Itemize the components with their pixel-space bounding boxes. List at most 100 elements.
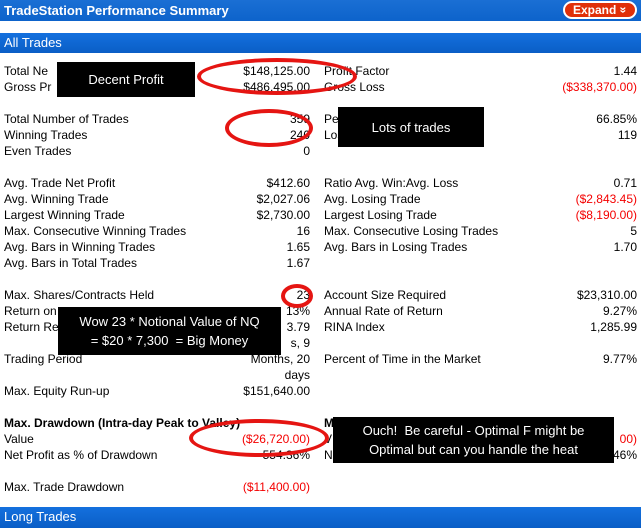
annotation-text: = $20 * 7,300 = Big Money — [90, 333, 249, 348]
row-value-left: ($11,400.00) — [242, 480, 310, 494]
row-label-right — [324, 383, 520, 399]
row-value-right: 1.44 — [613, 64, 637, 78]
row-value-left: ($26,720.00) — [241, 432, 310, 446]
annotation-text: Lots of trades — [371, 119, 451, 135]
row-label-left: Total Number of Trades — [4, 112, 129, 126]
row-value-right: 1,285.99 — [590, 320, 637, 334]
row-label-left: Max. Drawdown (Intra-day Peak to Valley) — [4, 416, 241, 430]
report-body: Total Ne $148,125.00 Profit Factor 1.44 Gros… — [0, 63, 641, 495]
row-value-left: 1.65 — [286, 240, 310, 254]
annotation-text: Ouch! Be careful - Optimal F might be — [362, 423, 585, 438]
row-label-right: Ratio Avg. Win:Avg. Loss — [324, 176, 459, 190]
row-label-left — [4, 367, 206, 383]
report-row: Largest Winning Trade $2,730.00 Largest Lo… — [0, 207, 641, 223]
row-label-left: Value — [4, 432, 34, 446]
row-label-left: Winning Trades — [4, 128, 88, 142]
report-row: s, 9 — [0, 335, 641, 351]
row-label-left: Avg. Bars in Winning Trades — [4, 240, 156, 254]
report-row: Avg. Bars in Winning Trades 1.65 Avg. Bars… — [0, 239, 641, 255]
row-label-right: Percent of Time in the Market — [324, 352, 481, 366]
row-label-right: Avg. Bars in Losing Trades — [324, 240, 468, 254]
row-value-right — [520, 143, 637, 159]
window-title: TradeStation Performance Summary — [4, 3, 229, 18]
annotation-box: Wow 23 * Notional Value of NQ = $20 * 7,3… — [58, 307, 281, 355]
section-header-all-trades: All Trades — [0, 33, 641, 53]
row-value-right: $23,310.00 — [576, 288, 637, 302]
report-row: Return on 13% Annual Rate of Return 9.27% — [0, 303, 641, 319]
row-label-right: Annual Rate of Return — [324, 304, 443, 318]
row-value-left: 554.36% — [262, 448, 310, 462]
spacer-row — [0, 399, 641, 415]
row-label-right: Gross Loss — [324, 80, 385, 94]
row-value-left: $151,640.00 — [243, 384, 310, 398]
report-row: Max. Shares/Contracts Held 23 Account Size… — [0, 287, 641, 303]
section-header-label: Long Trades — [4, 509, 77, 524]
row-label-left: Return Ret — [4, 320, 63, 334]
row-label-right: RINA Index — [324, 320, 385, 334]
row-label-left: Avg. Bars in Total Trades — [4, 256, 137, 270]
row-label-left: Largest Winning Trade — [4, 208, 125, 222]
report-row: Winning Trades 240 Los 119 — [0, 127, 641, 143]
row-label-left: Gross Pr — [4, 80, 52, 94]
row-value-right — [520, 383, 637, 399]
row-value-right: 119 — [617, 128, 637, 142]
row-label-left: Net Profit as % of Drawdown — [4, 448, 158, 462]
report-row: Return Ret 3.79 RINA Index 1,285.99 — [0, 319, 641, 335]
report-row: Max. Trade Drawdown ($11,400.00) — [0, 479, 641, 495]
spacer-row — [0, 271, 641, 287]
report-row: Total Ne $148,125.00 Profit Factor 1.44 — [0, 63, 641, 79]
row-label-left: Return on — [4, 304, 57, 318]
row-label-left: Max. Equity Run-up — [4, 384, 110, 398]
row-label-right: Account Size Required — [324, 288, 447, 302]
report-row: days — [0, 367, 641, 383]
report-row: Trading Period Months, 20 Percent of Time … — [0, 351, 641, 367]
row-value-right — [520, 367, 637, 383]
row-value-right — [520, 335, 637, 351]
annotation-text: Decent Profit — [88, 72, 164, 87]
row-label-right — [324, 335, 520, 351]
report-row: Avg. Trade Net Profit $412.60 Ratio Avg. W… — [0, 175, 641, 191]
row-value-right: 0.71 — [613, 176, 637, 190]
expand-button[interactable]: Expand » — [562, 1, 637, 19]
row-value-left: $2,730.00 — [256, 208, 310, 222]
row-label-right: Largest Losing Trade — [324, 208, 437, 222]
row-value-right: 46% — [612, 448, 637, 462]
row-label-right: Max. Consecutive Losing Trades — [324, 224, 499, 238]
chevron-down-icon: » — [616, 6, 631, 14]
row-label-right: Avg. Losing Trade — [324, 192, 421, 206]
annotation-box: Ouch! Be careful - Optimal F might be Opt… — [333, 417, 614, 463]
row-value-left: 359 — [289, 112, 310, 126]
row-value-left: $2,027.06 — [256, 192, 310, 206]
report-row: Avg. Bars in Total Trades 1.67 — [0, 255, 641, 271]
row-value-left: 23 — [296, 288, 310, 302]
spacer-row — [0, 159, 641, 175]
annotation-text: Optimal but can you handle the heat — [369, 442, 578, 457]
report-row: Avg. Winning Trade $2,027.06 Avg. Losing T… — [0, 191, 641, 207]
row-value-left: $148,125.00 — [243, 64, 310, 78]
row-label-right — [324, 479, 520, 495]
row-label-left: Avg. Trade Net Profit — [4, 176, 116, 190]
row-value-right: 9.27% — [602, 304, 637, 318]
report-row: Max. Equity Run-up $151,640.00 — [0, 383, 641, 399]
row-value-left: Months, 20 — [250, 352, 310, 366]
row-value-right: 9.77% — [602, 352, 637, 366]
row-value-left: s, 9 — [290, 336, 310, 350]
row-label-left: Total Ne — [4, 64, 49, 78]
section-header-label: All Trades — [4, 35, 62, 50]
row-value-right: ($2,843.45) — [575, 192, 637, 206]
row-value-right: 5 — [630, 224, 637, 238]
row-label-right — [324, 367, 520, 383]
row-value-left: 240 — [289, 128, 310, 142]
row-label-left: Max. Shares/Contracts Held — [4, 288, 155, 302]
report-row: Total Number of Trades 359 Per 66.85% — [0, 111, 641, 127]
row-value-right: ($338,370.00) — [562, 80, 637, 94]
row-value-right — [520, 479, 637, 495]
row-label-left: Max. Consecutive Winning Trades — [4, 224, 187, 238]
spacer-row — [0, 95, 641, 111]
spacer-row — [0, 463, 641, 479]
report-row: Max. Consecutive Winning Trades 16 Max. Co… — [0, 223, 641, 239]
row-label-right — [324, 255, 520, 271]
row-label-right: M — [324, 416, 334, 430]
row-value-left: 3.79 — [286, 320, 310, 334]
